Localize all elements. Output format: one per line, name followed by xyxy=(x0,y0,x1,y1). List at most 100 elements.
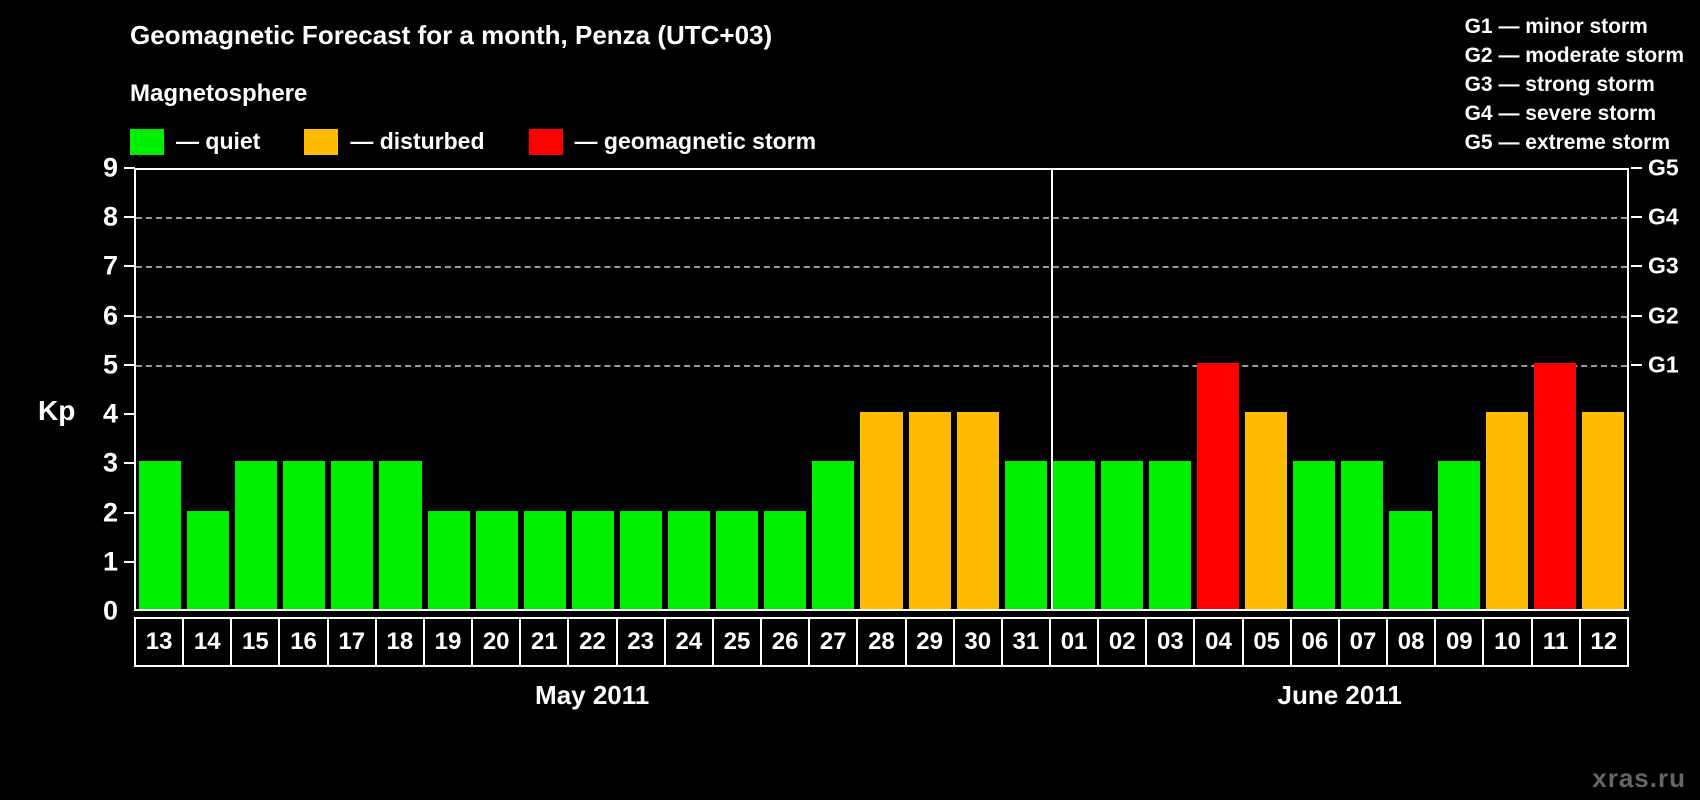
day-label: 23 xyxy=(618,619,666,665)
bar-cell xyxy=(1531,170,1579,609)
bar-cell xyxy=(473,170,521,609)
y-tick-label: 7 xyxy=(102,250,118,281)
legend-label: — disturbed xyxy=(350,128,485,154)
month-divider xyxy=(1051,170,1054,609)
y-tick-label: 2 xyxy=(102,497,118,528)
bar xyxy=(1197,362,1240,609)
day-label: 07 xyxy=(1340,619,1389,665)
g-tick-label: G2 xyxy=(1648,302,1679,329)
bar-cell xyxy=(232,170,280,609)
legend-entry: — quiet xyxy=(130,128,304,155)
day-label: 22 xyxy=(569,619,618,665)
month-label: May 2011 xyxy=(535,680,650,710)
day-label: 26 xyxy=(762,619,811,665)
bar xyxy=(523,510,566,609)
y-tick-label: 0 xyxy=(102,595,118,626)
day-label: 27 xyxy=(810,619,859,665)
day-label: 15 xyxy=(232,619,281,665)
legend-entry: — disturbed xyxy=(304,128,528,155)
g-tick-label: G4 xyxy=(1648,203,1679,230)
bar xyxy=(860,412,903,609)
day-label: 05 xyxy=(1244,619,1292,665)
bar xyxy=(1389,510,1432,609)
day-label: 09 xyxy=(1436,619,1485,665)
day-label: 12 xyxy=(1590,628,1618,655)
bar-cell xyxy=(1002,170,1050,609)
series-title: Magnetosphere xyxy=(130,80,308,107)
g-legend-row: G4 — severe storm xyxy=(1464,102,1657,125)
bar xyxy=(1100,461,1143,609)
day-label: 13 xyxy=(136,619,185,665)
g-tick-mark xyxy=(1631,167,1642,169)
g-tick-label: G3 xyxy=(1648,252,1679,279)
day-label: 03 xyxy=(1147,619,1196,665)
day-label: 02 xyxy=(1099,619,1148,665)
y-tick-label: 6 xyxy=(102,300,118,331)
y-tick-label: 9 xyxy=(102,152,118,183)
bar-cell xyxy=(328,170,376,609)
y-tick-mark xyxy=(124,511,135,514)
bar xyxy=(427,510,470,609)
day-label: 16 xyxy=(280,619,329,665)
bar xyxy=(908,412,951,609)
day-label: 28 xyxy=(858,619,907,665)
y-tick-label: 8 xyxy=(102,201,118,232)
bar xyxy=(187,510,230,609)
day-label: 04 xyxy=(1195,619,1244,665)
bar xyxy=(1341,461,1384,609)
bar-cell xyxy=(761,170,809,609)
g-scale-legend: G1 — minor storm G2 — moderate storm G3 — … xyxy=(1465,12,1684,157)
bar-cell xyxy=(954,170,1002,609)
day-label: 30 xyxy=(955,619,1003,665)
gridline xyxy=(136,266,1627,269)
gridline xyxy=(136,364,1627,367)
g-tick-mark xyxy=(1631,265,1642,268)
legend-swatch-icon xyxy=(528,128,563,155)
day-label: 06 xyxy=(1292,619,1340,665)
bar xyxy=(956,412,999,609)
day-label: 29 xyxy=(907,619,955,665)
bar xyxy=(812,461,855,609)
bar xyxy=(619,510,663,609)
bar xyxy=(1245,412,1288,609)
bar-cell xyxy=(1579,170,1627,609)
bar-cell xyxy=(521,170,569,609)
bar-cell xyxy=(1194,170,1242,609)
g-legend-row: G5 — extreme storm xyxy=(1464,131,1671,154)
y-tick-mark xyxy=(124,363,135,366)
g-legend-row: G1 — minor storm xyxy=(1464,15,1648,38)
y-tick-mark xyxy=(124,216,135,219)
bar xyxy=(571,510,614,609)
y-tick-mark xyxy=(124,314,135,317)
bar-cell xyxy=(376,170,424,609)
day-axis: 13 14 15 16 17 18 19 20 21 22 23 24 25 26 27 28 29 30 31 01… xyxy=(134,617,1629,667)
bar-cell xyxy=(280,170,328,609)
day-label: 24 xyxy=(666,619,714,665)
day-label: 20 xyxy=(473,619,522,665)
legend-swatch-icon xyxy=(130,128,164,155)
day-label: 11 xyxy=(1533,619,1581,665)
bar-cell xyxy=(1386,170,1434,609)
g-tick-mark xyxy=(1631,314,1642,317)
plot-area xyxy=(134,168,1629,611)
y-tick-label: 1 xyxy=(102,546,118,577)
bar-cell xyxy=(1098,170,1146,609)
bar xyxy=(139,461,182,609)
day-label: 14 xyxy=(184,619,233,665)
bar xyxy=(1533,362,1576,609)
bar-cell xyxy=(136,170,184,609)
day-label: 18 xyxy=(377,619,425,665)
g-tick-mark xyxy=(1631,216,1642,219)
g-legend-row: G2 — moderate storm xyxy=(1464,44,1684,67)
bar xyxy=(764,510,807,609)
day-label: 21 xyxy=(521,619,570,665)
legend-swatch-icon xyxy=(304,128,339,155)
bar-cell xyxy=(617,170,665,609)
bar xyxy=(1581,412,1624,609)
bar xyxy=(716,510,759,609)
bar xyxy=(235,461,278,609)
y-tick-label: 4 xyxy=(102,398,118,429)
y-tick-label: 3 xyxy=(102,447,118,478)
legend-label: — geomagnetic storm xyxy=(574,128,817,154)
page-title: Geomagnetic Forecast for a month, Penza … xyxy=(130,20,773,50)
